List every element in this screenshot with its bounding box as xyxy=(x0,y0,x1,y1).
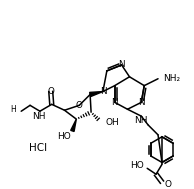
Polygon shape xyxy=(90,91,103,97)
Text: NH₂: NH₂ xyxy=(163,74,180,83)
Text: NH: NH xyxy=(32,112,46,121)
Text: O: O xyxy=(165,180,172,189)
Polygon shape xyxy=(71,119,76,132)
Text: OH: OH xyxy=(106,118,120,127)
Text: N: N xyxy=(100,87,106,96)
Text: O: O xyxy=(76,101,83,110)
Text: O: O xyxy=(47,87,54,96)
Text: H: H xyxy=(10,105,16,114)
Text: HCl: HCl xyxy=(29,143,47,153)
Text: N: N xyxy=(138,98,145,107)
Text: N: N xyxy=(118,60,125,70)
Text: HO: HO xyxy=(131,161,144,170)
Text: HO: HO xyxy=(57,132,70,141)
Text: N: N xyxy=(112,98,118,107)
Text: NH: NH xyxy=(135,116,148,125)
